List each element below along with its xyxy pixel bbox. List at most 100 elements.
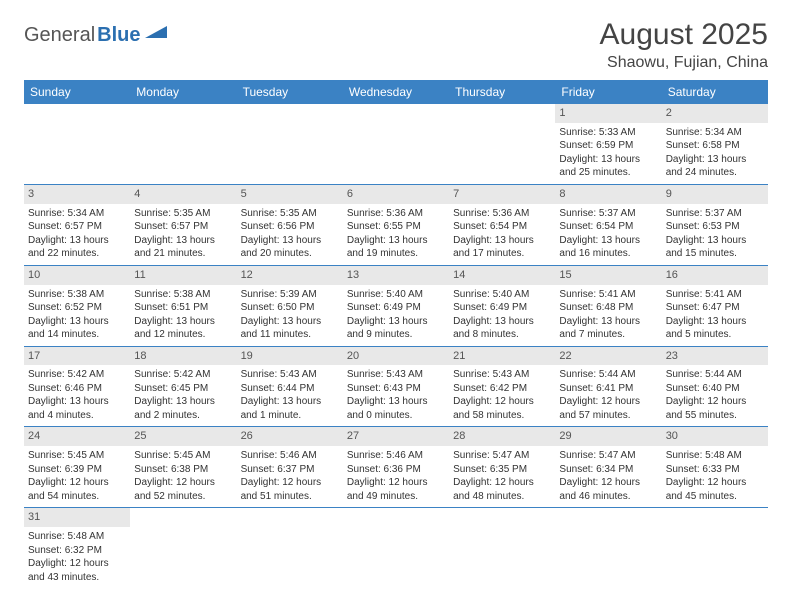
sunset-line: Sunset: 6:43 PM [347,382,445,396]
daylight-line: Daylight: 13 hours and 22 minutes. [28,234,126,261]
sunrise-line: Sunrise: 5:38 AM [28,288,126,302]
calendar-week-row: 17Sunrise: 5:42 AMSunset: 6:46 PMDayligh… [24,346,768,427]
calendar-day-cell [449,104,555,184]
weekday-header: Monday [130,80,236,104]
day-details: Sunrise: 5:41 AMSunset: 6:47 PMDaylight:… [662,285,768,346]
daylight-line: Daylight: 13 hours and 25 minutes. [559,153,657,180]
day-details: Sunrise: 5:43 AMSunset: 6:42 PMDaylight:… [449,365,555,426]
sunset-line: Sunset: 6:59 PM [559,139,657,153]
sunrise-line: Sunrise: 5:39 AM [241,288,339,302]
calendar-day-cell: 24Sunrise: 5:45 AMSunset: 6:39 PMDayligh… [24,427,130,508]
day-number: 20 [343,347,449,366]
day-number: 2 [662,104,768,123]
daylight-line: Daylight: 13 hours and 17 minutes. [453,234,551,261]
day-details: Sunrise: 5:42 AMSunset: 6:45 PMDaylight:… [130,365,236,426]
daylight-line: Daylight: 12 hours and 54 minutes. [28,476,126,503]
sunset-line: Sunset: 6:56 PM [241,220,339,234]
calendar-day-cell: 2Sunrise: 5:34 AMSunset: 6:58 PMDaylight… [662,104,768,184]
calendar-week-row: 3Sunrise: 5:34 AMSunset: 6:57 PMDaylight… [24,184,768,265]
day-number: 19 [237,347,343,366]
calendar-day-cell: 9Sunrise: 5:37 AMSunset: 6:53 PMDaylight… [662,184,768,265]
daylight-line: Daylight: 12 hours and 48 minutes. [453,476,551,503]
day-details: Sunrise: 5:38 AMSunset: 6:51 PMDaylight:… [130,285,236,346]
sunset-line: Sunset: 6:52 PM [28,301,126,315]
daylight-line: Daylight: 13 hours and 15 minutes. [666,234,764,261]
calendar-day-cell: 27Sunrise: 5:46 AMSunset: 6:36 PMDayligh… [343,427,449,508]
sunset-line: Sunset: 6:41 PM [559,382,657,396]
sunrise-line: Sunrise: 5:43 AM [347,368,445,382]
sunset-line: Sunset: 6:38 PM [134,463,232,477]
sunset-line: Sunset: 6:53 PM [666,220,764,234]
daylight-line: Daylight: 12 hours and 46 minutes. [559,476,657,503]
calendar-day-cell: 30 Sunrise: 5:48 AMSunset: 6:33 PMDayligh… [662,427,768,508]
day-number: 6 [343,185,449,204]
daylight-line: Daylight: 13 hours and 1 minute. [241,395,339,422]
calendar-day-cell [237,508,343,588]
daylight-line: Daylight: 12 hours and 45 minutes. [666,476,764,503]
sunset-line: Sunset: 6:40 PM [666,382,764,396]
calendar-day-cell [449,508,555,588]
sunset-line: Sunset: 6:33 PM [666,463,764,477]
sunrise-line: Sunrise: 5:48 AM [666,449,764,463]
sunset-line: Sunset: 6:39 PM [28,463,126,477]
calendar-day-cell: 4Sunrise: 5:35 AMSunset: 6:57 PMDaylight… [130,184,236,265]
calendar-day-cell: 11Sunrise: 5:38 AMSunset: 6:51 PMDayligh… [130,265,236,346]
sunset-line: Sunset: 6:47 PM [666,301,764,315]
daylight-line: Daylight: 12 hours and 49 minutes. [347,476,445,503]
day-details: Sunrise: 5:47 AMSunset: 6:34 PMDaylight:… [555,446,661,507]
day-number: 10 [24,266,130,285]
logo-text-blue: Blue [97,24,140,47]
day-number: 3 [24,185,130,204]
calendar-day-cell: 1Sunrise: 5:33 AMSunset: 6:59 PMDaylight… [555,104,661,184]
day-details: Sunrise: 5:36 AMSunset: 6:54 PMDaylight:… [449,204,555,265]
day-number: 21 [449,347,555,366]
sunset-line: Sunset: 6:54 PM [559,220,657,234]
weekday-header: Tuesday [237,80,343,104]
sunrise-line: Sunrise: 5:42 AM [28,368,126,382]
sunrise-line: Sunrise: 5:38 AM [134,288,232,302]
sunrise-line: Sunrise: 5:41 AM [666,288,764,302]
sunset-line: Sunset: 6:49 PM [347,301,445,315]
day-details: Sunrise: 5:45 AMSunset: 6:39 PMDaylight:… [24,446,130,507]
day-details: Sunrise: 5:40 AMSunset: 6:49 PMDaylight:… [449,285,555,346]
calendar-body: 1Sunrise: 5:33 AMSunset: 6:59 PMDaylight… [24,104,768,588]
calendar-day-cell: 28Sunrise: 5:47 AMSunset: 6:35 PMDayligh… [449,427,555,508]
sunrise-line: Sunrise: 5:36 AM [347,207,445,221]
daylight-line: Daylight: 13 hours and 21 minutes. [134,234,232,261]
day-number: 26 [237,427,343,446]
day-number: 12 [237,266,343,285]
sunset-line: Sunset: 6:34 PM [559,463,657,477]
day-number: 28 [449,427,555,446]
day-number: 29 [555,427,661,446]
sunset-line: Sunset: 6:42 PM [453,382,551,396]
day-details: Sunrise: 5:36 AMSunset: 6:55 PMDaylight:… [343,204,449,265]
sunrise-line: Sunrise: 5:34 AM [666,126,764,140]
daylight-line: Daylight: 13 hours and 14 minutes. [28,315,126,342]
daylight-line: Daylight: 13 hours and 12 minutes. [134,315,232,342]
day-details: Sunrise: 5:48 AMSunset: 6:32 PMDaylight:… [24,527,130,588]
day-number: 7 [449,185,555,204]
day-number: 5 [237,185,343,204]
sunrise-line: Sunrise: 5:45 AM [134,449,232,463]
day-details: Sunrise: 5:35 AMSunset: 6:56 PMDaylight:… [237,204,343,265]
sunrise-line: Sunrise: 5:41 AM [559,288,657,302]
day-details: Sunrise: 5:33 AMSunset: 6:59 PMDaylight:… [555,123,661,184]
day-details: Sunrise: 5:37 AMSunset: 6:53 PMDaylight:… [662,204,768,265]
header: General Blue August 2025 Shaowu, Fujian,… [24,18,768,72]
day-details: Sunrise: 5:40 AMSunset: 6:49 PMDaylight:… [343,285,449,346]
sunset-line: Sunset: 6:55 PM [347,220,445,234]
daylight-line: Daylight: 13 hours and 7 minutes. [559,315,657,342]
day-number: 15 [555,266,661,285]
day-number: 8 [555,185,661,204]
sunrise-line: Sunrise: 5:47 AM [453,449,551,463]
calendar-day-cell: 21Sunrise: 5:43 AMSunset: 6:42 PMDayligh… [449,346,555,427]
sunrise-line: Sunrise: 5:45 AM [28,449,126,463]
logo-text-general: General [24,24,95,47]
day-number: 30 [662,427,768,446]
calendar-day-cell [130,508,236,588]
calendar-day-cell: 16Sunrise: 5:41 AMSunset: 6:47 PMDayligh… [662,265,768,346]
calendar-day-cell: 3Sunrise: 5:34 AMSunset: 6:57 PMDaylight… [24,184,130,265]
logo: General Blue [24,18,173,47]
sunset-line: Sunset: 6:32 PM [28,544,126,558]
sunset-line: Sunset: 6:46 PM [28,382,126,396]
